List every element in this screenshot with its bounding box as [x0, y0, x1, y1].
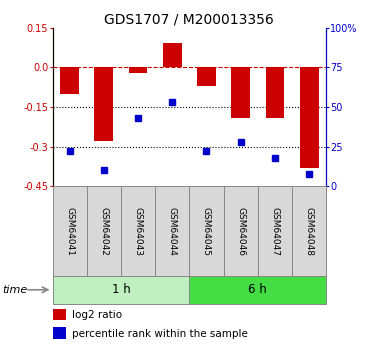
Title: GDS1707 / M200013356: GDS1707 / M200013356 — [105, 12, 274, 27]
Bar — [266, 67, 284, 118]
Bar — [129, 67, 147, 72]
Bar — [53, 276, 189, 304]
Bar — [53, 186, 87, 276]
Bar — [231, 67, 250, 118]
Bar — [155, 186, 189, 276]
Text: GSM64045: GSM64045 — [202, 207, 211, 256]
Text: GSM64043: GSM64043 — [134, 207, 142, 256]
Text: GSM64047: GSM64047 — [270, 207, 279, 256]
Bar — [189, 186, 224, 276]
Text: GSM64044: GSM64044 — [168, 207, 177, 256]
Text: GSM64042: GSM64042 — [99, 207, 108, 256]
Bar — [292, 186, 326, 276]
Bar — [189, 276, 326, 304]
Text: percentile rank within the sample: percentile rank within the sample — [72, 329, 248, 339]
Bar — [121, 186, 155, 276]
Bar — [224, 186, 258, 276]
Text: 6 h: 6 h — [248, 283, 267, 296]
Text: log2 ratio: log2 ratio — [72, 310, 122, 320]
Text: GSM64048: GSM64048 — [304, 207, 313, 256]
Bar — [53, 308, 66, 320]
Bar — [53, 327, 66, 339]
Bar — [163, 43, 182, 67]
Text: GSM64046: GSM64046 — [236, 207, 245, 256]
Bar — [258, 186, 292, 276]
Bar — [60, 67, 79, 94]
Bar — [94, 67, 113, 141]
Text: time: time — [2, 285, 27, 295]
Text: GSM64041: GSM64041 — [65, 207, 74, 256]
Bar — [300, 67, 318, 168]
Bar — [197, 67, 216, 86]
Text: 1 h: 1 h — [112, 283, 130, 296]
Bar — [87, 186, 121, 276]
